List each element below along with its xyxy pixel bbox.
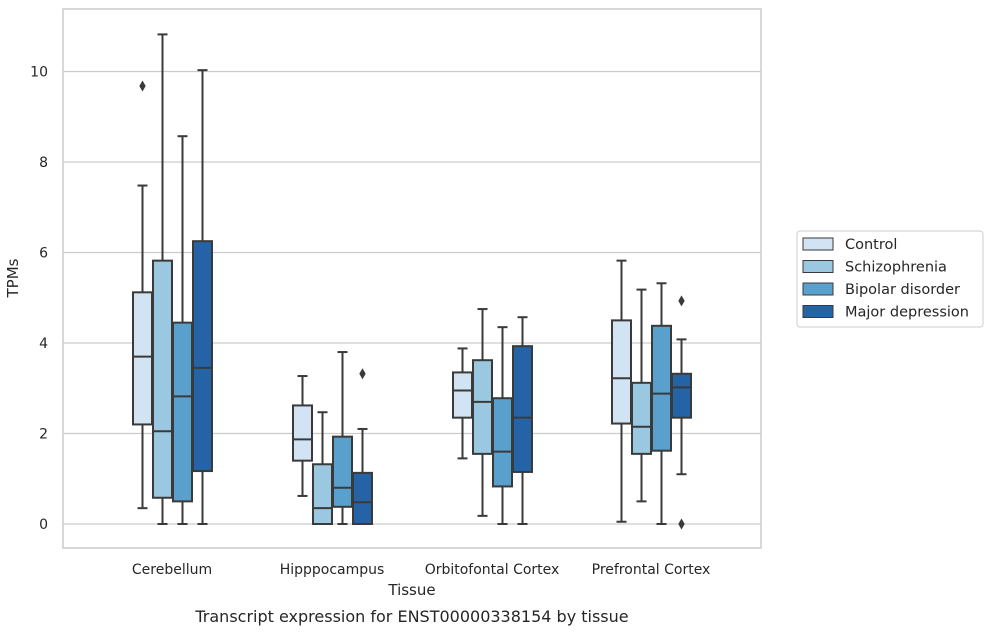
box-body bbox=[512, 345, 533, 473]
box-body bbox=[192, 240, 213, 473]
box-body bbox=[292, 404, 313, 462]
legend-swatch bbox=[802, 305, 834, 318]
box-0-3 bbox=[611, 259, 632, 523]
box-body bbox=[332, 435, 353, 508]
box-1-1 bbox=[312, 411, 333, 525]
box-body bbox=[611, 319, 632, 425]
outlier-point bbox=[678, 295, 685, 307]
box-3-1 bbox=[352, 368, 373, 525]
outlier-point bbox=[139, 80, 146, 92]
legend: Control Schizophrenia Bipolar disorder Majo… bbox=[796, 230, 984, 328]
legend-frame bbox=[796, 230, 984, 328]
y-tick-label: 4 bbox=[39, 336, 48, 352]
outlier-point bbox=[678, 518, 685, 530]
legend-swatch bbox=[802, 260, 834, 273]
y-tick-label: 10 bbox=[30, 65, 48, 81]
box-body bbox=[152, 259, 173, 499]
box-1-2 bbox=[472, 308, 493, 517]
y-tick-label: 0 bbox=[39, 517, 48, 533]
box-body bbox=[452, 371, 473, 419]
box-body bbox=[132, 291, 153, 426]
y-axis: 0 2 4 6 8 10 bbox=[30, 65, 48, 534]
x-axis: Cerebellum Hipppocampus Orbitofontal Corte… bbox=[132, 562, 710, 578]
box-body bbox=[172, 321, 193, 503]
box-2-0 bbox=[172, 135, 193, 525]
legend-label: Schizophrenia bbox=[845, 260, 947, 276]
legend-swatch bbox=[802, 282, 834, 296]
x-tick-label: Prefrontal Cortex bbox=[592, 562, 711, 578]
box-body bbox=[671, 372, 692, 419]
box-0-1 bbox=[292, 375, 313, 497]
box-0-2 bbox=[452, 347, 473, 460]
plot-frame bbox=[62, 8, 762, 549]
legend-label: Major depression bbox=[845, 305, 969, 321]
y-tick-label: 2 bbox=[39, 427, 48, 443]
y-tick-label: 6 bbox=[39, 246, 48, 262]
chart-caption: Transcript expression for ENST0000033815… bbox=[194, 607, 628, 626]
box-2-3 bbox=[651, 282, 672, 525]
box-body bbox=[352, 471, 373, 525]
outlier-point bbox=[359, 368, 366, 380]
box-body bbox=[492, 397, 513, 488]
box-3-0 bbox=[192, 69, 213, 525]
box-3-2 bbox=[512, 316, 533, 525]
box-body bbox=[472, 359, 493, 455]
box-0-0 bbox=[132, 80, 153, 510]
x-tick-label: Orbitofontal Cortex bbox=[425, 562, 560, 578]
legend-label: Control bbox=[845, 237, 897, 253]
box-body bbox=[651, 324, 672, 452]
legend-label: Bipolar disorder bbox=[845, 282, 960, 298]
x-tick-label: Hipppocampus bbox=[280, 562, 385, 578]
box-1-3 bbox=[631, 288, 652, 503]
x-axis-label: Tissue bbox=[387, 581, 435, 599]
y-axis-label: TPMs bbox=[4, 258, 22, 298]
box-body bbox=[631, 381, 652, 455]
y-tick-label: 8 bbox=[39, 155, 48, 171]
box-group bbox=[132, 33, 692, 530]
box-2-1 bbox=[332, 351, 353, 525]
legend-swatch bbox=[802, 237, 834, 251]
box-body bbox=[312, 463, 333, 525]
box-3-3 bbox=[671, 295, 692, 530]
x-tick-label: Cerebellum bbox=[132, 562, 212, 578]
